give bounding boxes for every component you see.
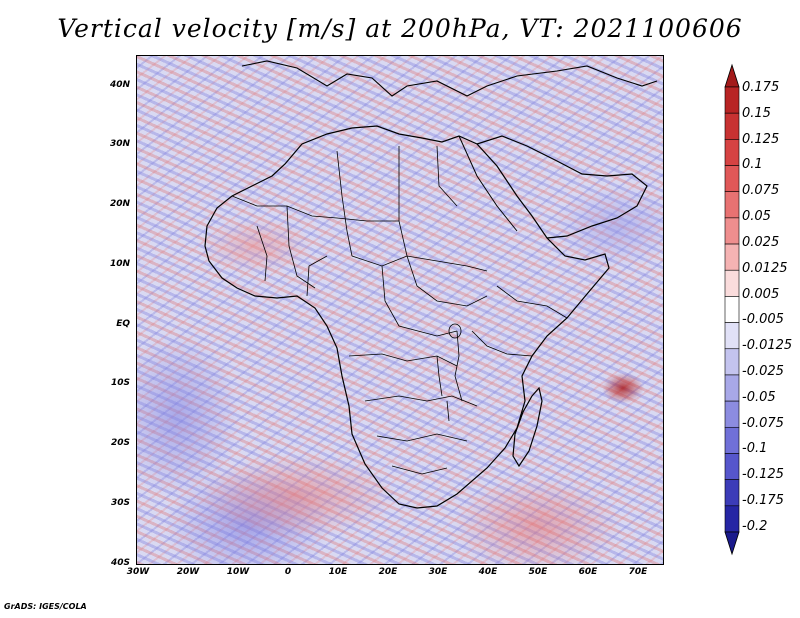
lon-label-50e: 50E [528, 567, 548, 577]
colorbar-segment [724, 86, 740, 114]
lat-label-20n: 20N [109, 199, 130, 209]
colorbar-label: 0.1 [742, 157, 763, 172]
map-panel [136, 55, 664, 565]
colorbar-bottom-arrow [724, 531, 740, 556]
lat-label-20s: 20S [110, 438, 130, 448]
lon-label-20e: 20E [378, 567, 398, 577]
arabia-coastline [476, 135, 648, 239]
grads-credit: GrADS: IGES/COLA [4, 602, 87, 611]
colorbar-label: 0.125 [742, 132, 780, 147]
colorbar-label: 0.025 [742, 235, 780, 250]
europe-coastline [241, 60, 658, 97]
colorbar-segment [724, 505, 740, 533]
red-sea-coastline [458, 135, 518, 232]
colorbar-segment [724, 165, 740, 193]
colorbar-segment [724, 426, 740, 454]
colorbar-label: -0.1 [742, 441, 768, 456]
colorbar-segment [724, 322, 740, 350]
colorbar-segment [724, 112, 740, 140]
colorbar-label: -0.175 [742, 493, 784, 508]
colorbar-segment [724, 139, 740, 166]
lon-label-30e: 30E [428, 567, 448, 577]
colorbar-segment [724, 269, 740, 297]
colorbar-segment [724, 191, 740, 219]
lat-label-eq: EQ [116, 319, 130, 329]
colorbar-top-arrow [724, 63, 740, 88]
colorbar-label: -0.005 [742, 312, 784, 327]
colorbar-segment [724, 217, 740, 245]
colorbar-label: -0.0125 [742, 338, 793, 353]
colorbar-segment [724, 453, 740, 480]
lat-label-30n: 30N [109, 139, 130, 149]
lon-label-40e: 40E [478, 567, 498, 577]
colorbar-segment [724, 479, 740, 507]
map-title: Vertical velocity [m/s] at 200hPa, VT: 2… [57, 14, 743, 43]
colorbar-label: 0.0125 [742, 261, 788, 276]
colorbar-segment [724, 348, 740, 376]
madagascar-coastline [512, 386, 543, 468]
colorbar-label: 0.075 [742, 183, 780, 198]
colorbar-label: 0.05 [742, 209, 771, 224]
colorbar-label: -0.075 [742, 416, 784, 431]
lakes [436, 323, 462, 422]
colorbar-label: 0.15 [742, 106, 771, 121]
lon-label-70e: 70E [628, 567, 648, 577]
lat-label-30s: 30S [110, 498, 130, 508]
africa-coastline [204, 125, 610, 509]
colorbar-label: 0.175 [742, 80, 780, 95]
colorbar-segment [724, 296, 740, 323]
lon-label-60e: 60E [578, 567, 598, 577]
lon-label-10w: 10W [226, 567, 250, 577]
colorbar-segment [724, 374, 740, 402]
colorbar-segment [724, 400, 740, 428]
colorbar-segment [724, 243, 740, 271]
country-borders [231, 145, 568, 475]
lon-label-30w: 30W [126, 567, 150, 577]
coastline-map [204, 60, 658, 509]
lat-label-10n: 10N [109, 259, 130, 269]
colorbar-label: -0.125 [742, 467, 784, 482]
colorbar-label: 0.005 [742, 287, 780, 302]
colorbar-label: -0.025 [742, 364, 784, 379]
lat-label-40s: 40S [110, 558, 130, 568]
colorbar [724, 63, 740, 556]
lon-label-10e: 10E [328, 567, 348, 577]
lon-label-0: 0 [284, 567, 292, 577]
lat-label-40n: 40N [109, 80, 130, 90]
colorbar-label: -0.05 [742, 390, 776, 405]
lat-label-10s: 10S [110, 378, 130, 388]
lon-label-20w: 20W [176, 567, 200, 577]
colorbar-label: -0.2 [742, 519, 768, 534]
